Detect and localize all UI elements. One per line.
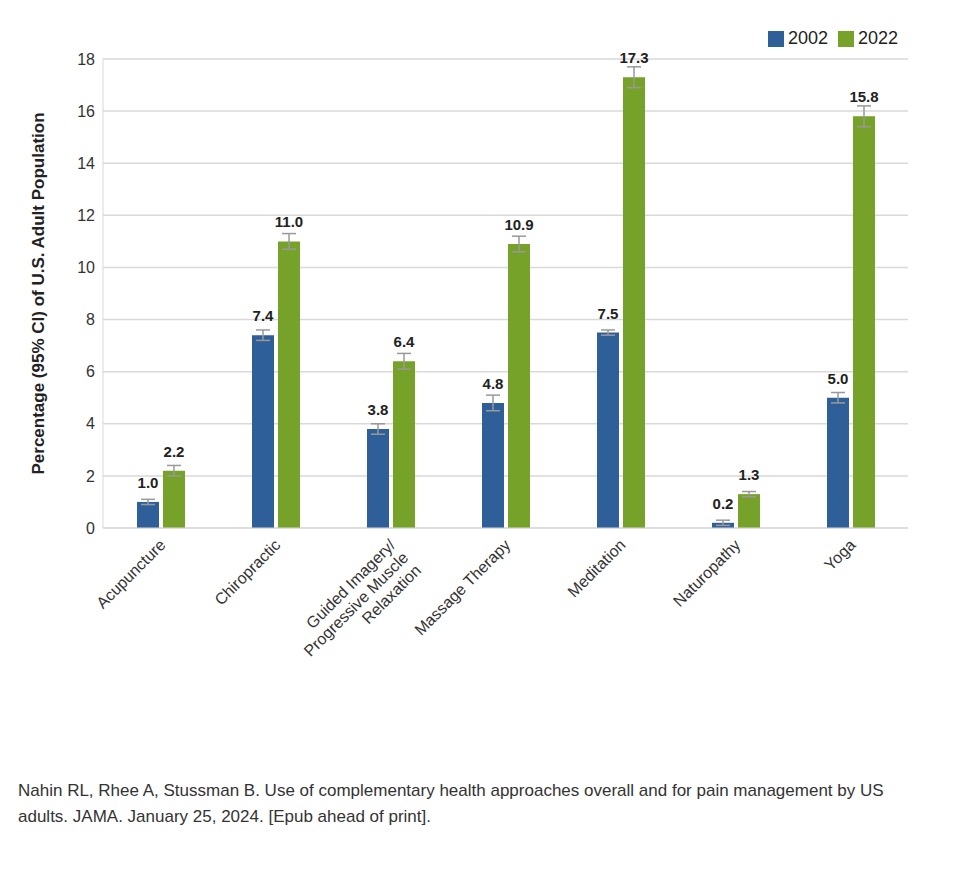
svg-text:Chiropractic: Chiropractic [211, 536, 283, 608]
svg-text:6.4: 6.4 [394, 333, 416, 350]
svg-text:17.3: 17.3 [619, 49, 648, 66]
svg-text:7.4: 7.4 [253, 307, 275, 324]
svg-text:Acupuncture: Acupuncture [93, 536, 169, 612]
svg-text:10.9: 10.9 [504, 216, 533, 233]
svg-text:4.8: 4.8 [483, 375, 504, 392]
svg-text:10: 10 [77, 259, 95, 276]
svg-text:12: 12 [77, 207, 95, 224]
svg-text:1.3: 1.3 [739, 466, 760, 483]
svg-text:2: 2 [86, 468, 95, 485]
html-text:2002: 2002 [787, 28, 828, 48]
svg-text:Percentage (95% CI) of U.S. Ad: Percentage (95% CI) of U.S. Adult Popula… [29, 112, 48, 474]
svg-text:3.8: 3.8 [368, 401, 389, 418]
svg-text:6: 6 [86, 363, 95, 380]
svg-text:18: 18 [77, 51, 95, 68]
html-text:Nahin RL, Rhee A, Stussman B.: Nahin RL, Rhee A, Stussman B. Use of com… [18, 781, 884, 826]
svg-text:Meditation: Meditation [564, 536, 628, 600]
svg-text:4: 4 [86, 415, 95, 432]
svg-text:Naturopathy: Naturopathy [670, 536, 744, 610]
svg-text:Guided Imagery/Progressive Mus: Guided Imagery/Progressive MuscleRelaxat… [288, 536, 425, 673]
svg-text:2.2: 2.2 [164, 443, 185, 460]
svg-text:7.5: 7.5 [598, 305, 619, 322]
svg-text:Massage Therapy: Massage Therapy [411, 536, 513, 638]
svg-text:14: 14 [77, 155, 95, 172]
svg-text:Yoga: Yoga [821, 536, 858, 573]
svg-text:16: 16 [77, 103, 95, 120]
html-text:2022: 2022 [858, 28, 898, 48]
svg-text:0.2: 0.2 [713, 495, 734, 512]
svg-text:1.0: 1.0 [138, 474, 159, 491]
svg-text:0: 0 [86, 520, 95, 537]
svg-text:15.8: 15.8 [849, 88, 878, 105]
svg-text:5.0: 5.0 [828, 370, 849, 387]
svg-text:8: 8 [86, 311, 95, 328]
svg-text:11.0: 11.0 [275, 213, 303, 230]
